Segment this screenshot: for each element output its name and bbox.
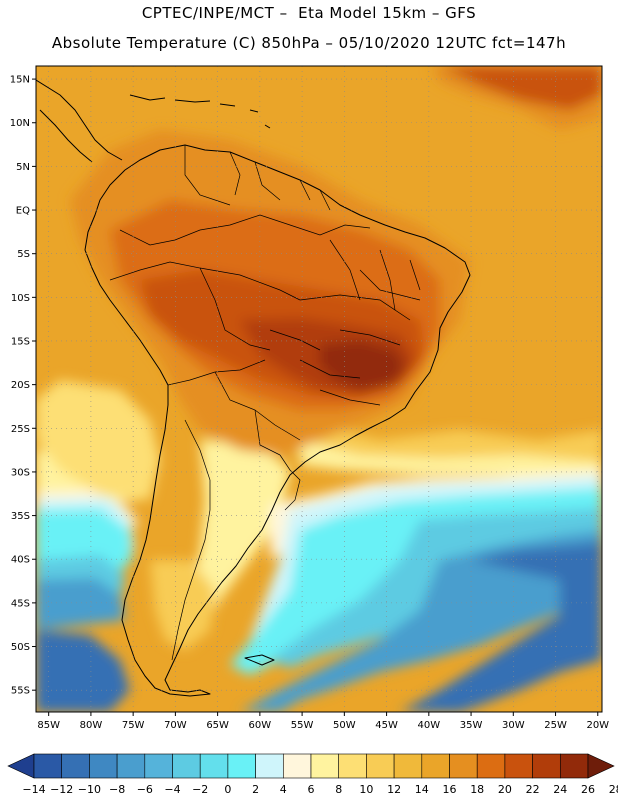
field-region-patagonia-cool: [150, 560, 215, 650]
colorbar-label: 26: [581, 783, 595, 796]
colorbar-swatch: [532, 753, 561, 779]
colorbar-label: 2: [252, 783, 259, 796]
colorbar-label: −6: [137, 783, 153, 796]
colorbar-label: 12: [387, 783, 401, 796]
field-region-cold-blue: [36, 530, 602, 712]
title-line-2: Absolute Temperature (C) 850hPa – 05/10/…: [51, 34, 567, 52]
falklands: [244, 654, 275, 666]
lon-tick-label: 30W: [502, 720, 525, 731]
country-borders: [109, 145, 421, 661]
colorbar-label: 6: [308, 783, 315, 796]
lat-tick-label: 45S: [11, 598, 30, 609]
colorbar-label: −14: [22, 783, 45, 796]
title-line-1: CPTEC/INPE/MCT – Eta Model 15km – GFS: [141, 4, 477, 22]
colorbar-label: 20: [498, 783, 512, 796]
colorbar-label: −12: [50, 783, 73, 796]
border-lines: [109, 145, 421, 661]
temperature-field: [36, 66, 602, 712]
map-axes: 15N 10N 5N EQ 5S 10S 15S 20S 25S 30S 35S 40S 45S 50S 5…: [10, 75, 609, 731]
colorbar-swatch: [282, 753, 312, 779]
colorbar-swatch: [476, 753, 506, 779]
field-region-andes-cool: [36, 380, 160, 500]
colorbar-swatch: [366, 753, 395, 779]
lon-tick-label: 80W: [80, 720, 103, 731]
colorbar-label: 24: [553, 783, 567, 796]
lat-tick-label: 30S: [11, 467, 30, 478]
lat-tick-label: 10S: [11, 293, 30, 304]
colorbar-label: 0: [224, 783, 231, 796]
colorbar-label: −4: [164, 783, 180, 796]
colorbar-swatch: [255, 753, 284, 779]
colorbar-label: 18: [470, 783, 484, 796]
lat-tick-label: 15N: [10, 75, 30, 86]
colorbar-label: 16: [443, 783, 457, 796]
colorbar-swatch: [172, 753, 201, 779]
colorbar-swatch: [449, 753, 478, 779]
lon-tick-label: 40W: [418, 720, 441, 731]
lat-tick-label: 5N: [16, 162, 30, 173]
colorbar-swatch: [61, 753, 90, 779]
lon-tick-label: 65W: [206, 720, 229, 731]
colorbar-label: −2: [192, 783, 208, 796]
colorbar-label: 10: [359, 783, 373, 796]
brazil-states: [269, 269, 421, 406]
colorbar-swatch: [227, 753, 256, 779]
colorbar-swatch: [421, 753, 450, 779]
lat-tick-label: 25S: [11, 424, 30, 435]
colorbar-label: 4: [280, 783, 287, 796]
lon-tick-label: 55W: [291, 720, 314, 731]
lon-tick-label: 45W: [375, 720, 398, 731]
field-region-cold-blue2: [36, 542, 602, 712]
lat-tick-label: 50S: [11, 642, 30, 653]
lon-tick-label: 20W: [586, 720, 609, 731]
colorbar-swatch: [89, 753, 118, 779]
lon-tick-label: 50W: [333, 720, 356, 731]
colorbar-swatch: [310, 753, 340, 779]
colorbar-low-arrow: [7, 753, 35, 779]
plot-frame: [35, 65, 603, 713]
colorbar: −14 −12 −10 −8 −6 −4 −2 0 2 4 6 8 10 12 14 16 18 20 22 24 26…: [7, 753, 618, 796]
caribbean-islands: [129, 94, 271, 129]
colorbar-label: 14: [415, 783, 429, 796]
field-region-land-peak: [320, 340, 405, 390]
colorbar-label: 28: [609, 783, 618, 796]
lon-tick-label: 70W: [164, 720, 187, 731]
colorbar-high-arrow: [587, 753, 615, 779]
lat-tick-label: 55S: [11, 686, 30, 697]
colorbar-swatch: [199, 753, 229, 779]
south-america-coastline: [84, 144, 471, 697]
lon-tick-label: 60W: [249, 720, 272, 731]
lon-tick-label: 35W: [460, 720, 483, 731]
colorbar-swatch: [393, 753, 423, 779]
colorbar-label: −8: [109, 783, 125, 796]
lat-tick-label: 20S: [11, 380, 30, 391]
lat-tick-label: EQ: [16, 206, 30, 217]
colorbar-swatch: [559, 753, 589, 779]
lat-tick-label: 10N: [10, 118, 30, 129]
lat-tick-label: 15S: [11, 336, 30, 347]
lat-tick-label: 5S: [17, 249, 30, 260]
lon-tick-label: 85W: [37, 720, 60, 731]
lon-tick-label: 75W: [122, 720, 145, 731]
lat-tick-label: 40S: [11, 555, 30, 566]
colorbar-swatch: [116, 753, 146, 779]
coastlines: [36, 79, 471, 697]
lat-tick-label: 35S: [11, 511, 30, 522]
central-america-coastline: [36, 79, 123, 163]
lon-tick-label: 25W: [544, 720, 567, 731]
colorbar-swatch: [338, 753, 367, 779]
field-region-cold-cyan2: [36, 508, 602, 668]
colorbar-swatch: [144, 753, 173, 779]
field-region-caribbean-hot: [440, 66, 602, 110]
colorbar-swatch: [33, 753, 63, 779]
colorbar-label: 8: [335, 783, 342, 796]
colorbar-swatch: [504, 753, 533, 779]
colorbar-label: 22: [526, 783, 540, 796]
colorbar-label: −10: [78, 783, 101, 796]
